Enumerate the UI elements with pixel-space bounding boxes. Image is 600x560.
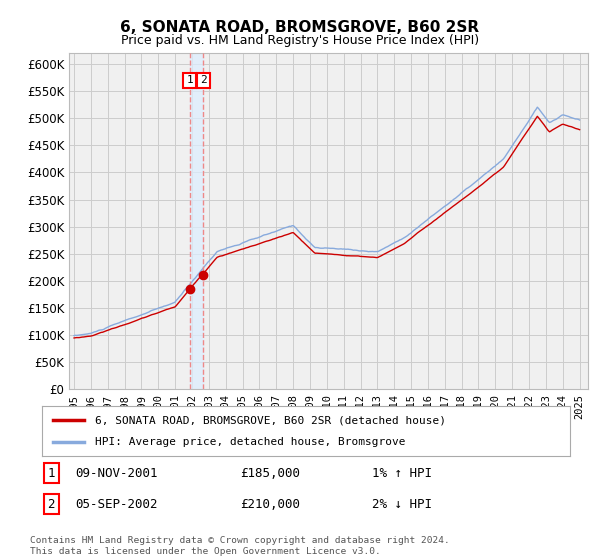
Text: 1% ↑ HPI: 1% ↑ HPI bbox=[372, 466, 432, 480]
Text: £185,000: £185,000 bbox=[240, 466, 300, 480]
Text: 6, SONATA ROAD, BROMSGROVE, B60 2SR: 6, SONATA ROAD, BROMSGROVE, B60 2SR bbox=[121, 20, 479, 35]
Text: 05-SEP-2002: 05-SEP-2002 bbox=[75, 497, 157, 511]
Text: HPI: Average price, detached house, Bromsgrove: HPI: Average price, detached house, Brom… bbox=[95, 437, 406, 447]
Text: 6, SONATA ROAD, BROMSGROVE, B60 2SR (detached house): 6, SONATA ROAD, BROMSGROVE, B60 2SR (det… bbox=[95, 415, 446, 425]
Bar bbox=[190, 53, 203, 389]
Text: 2: 2 bbox=[47, 497, 55, 511]
Text: 1: 1 bbox=[186, 75, 193, 85]
Text: 2: 2 bbox=[200, 75, 207, 85]
Text: 2% ↓ HPI: 2% ↓ HPI bbox=[372, 497, 432, 511]
Text: 1: 1 bbox=[47, 466, 55, 480]
Text: Price paid vs. HM Land Registry's House Price Index (HPI): Price paid vs. HM Land Registry's House … bbox=[121, 34, 479, 46]
Text: Contains HM Land Registry data © Crown copyright and database right 2024.
This d: Contains HM Land Registry data © Crown c… bbox=[30, 536, 450, 556]
Text: 09-NOV-2001: 09-NOV-2001 bbox=[75, 466, 157, 480]
Text: £210,000: £210,000 bbox=[240, 497, 300, 511]
